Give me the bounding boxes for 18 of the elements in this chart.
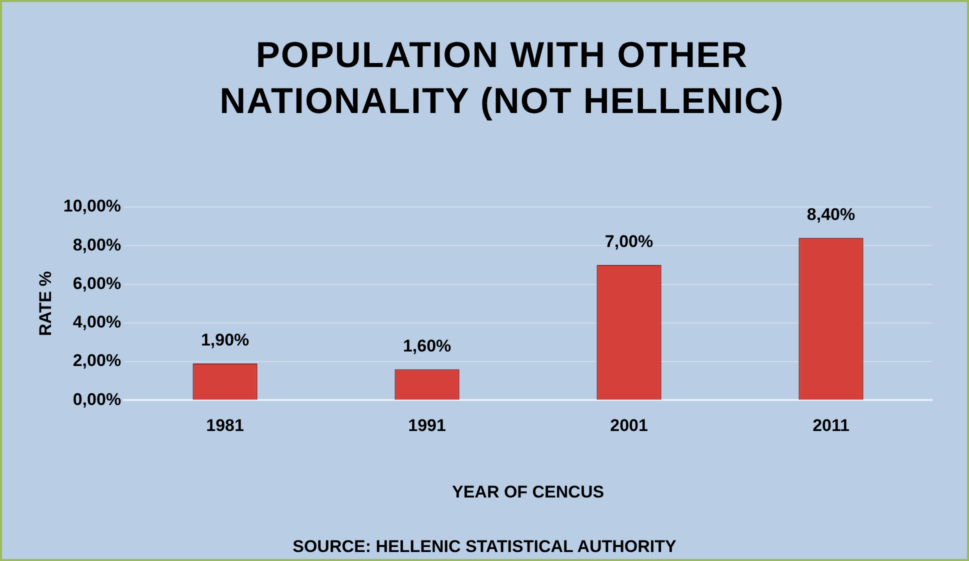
data-label: 7,00% <box>604 232 654 252</box>
y-axis-title: RATE % <box>36 271 55 336</box>
y-tick-label: 8,00% <box>72 235 122 254</box>
y-tick-label: 10,00% <box>63 196 122 216</box>
y-tick-label: 6,00% <box>72 274 122 293</box>
x-tick-label: 2011 <box>812 416 850 436</box>
x-tick-label: 1991 <box>408 416 446 436</box>
y-tick-label: 2,00% <box>72 351 122 370</box>
y-tick-label: 4,00% <box>72 312 122 332</box>
data-label: 1,60% <box>402 336 452 356</box>
y-tick-label: 0,00% <box>72 390 122 409</box>
x-tick-label: 1981 <box>206 416 244 436</box>
source-note: SOURCE: HELLENIC STATISTICAL AUTHORITY <box>292 537 678 557</box>
chart-title: POPULATION WITH OTHER NATIONALITY (NOT HELLENIC) <box>218 33 786 123</box>
data-label: 8,40% <box>806 205 856 224</box>
x-tick-label: 2001 <box>610 416 648 436</box>
x-axis-title: YEAR OF CENCUS <box>452 482 604 502</box>
data-label: 1,90% <box>200 330 250 350</box>
